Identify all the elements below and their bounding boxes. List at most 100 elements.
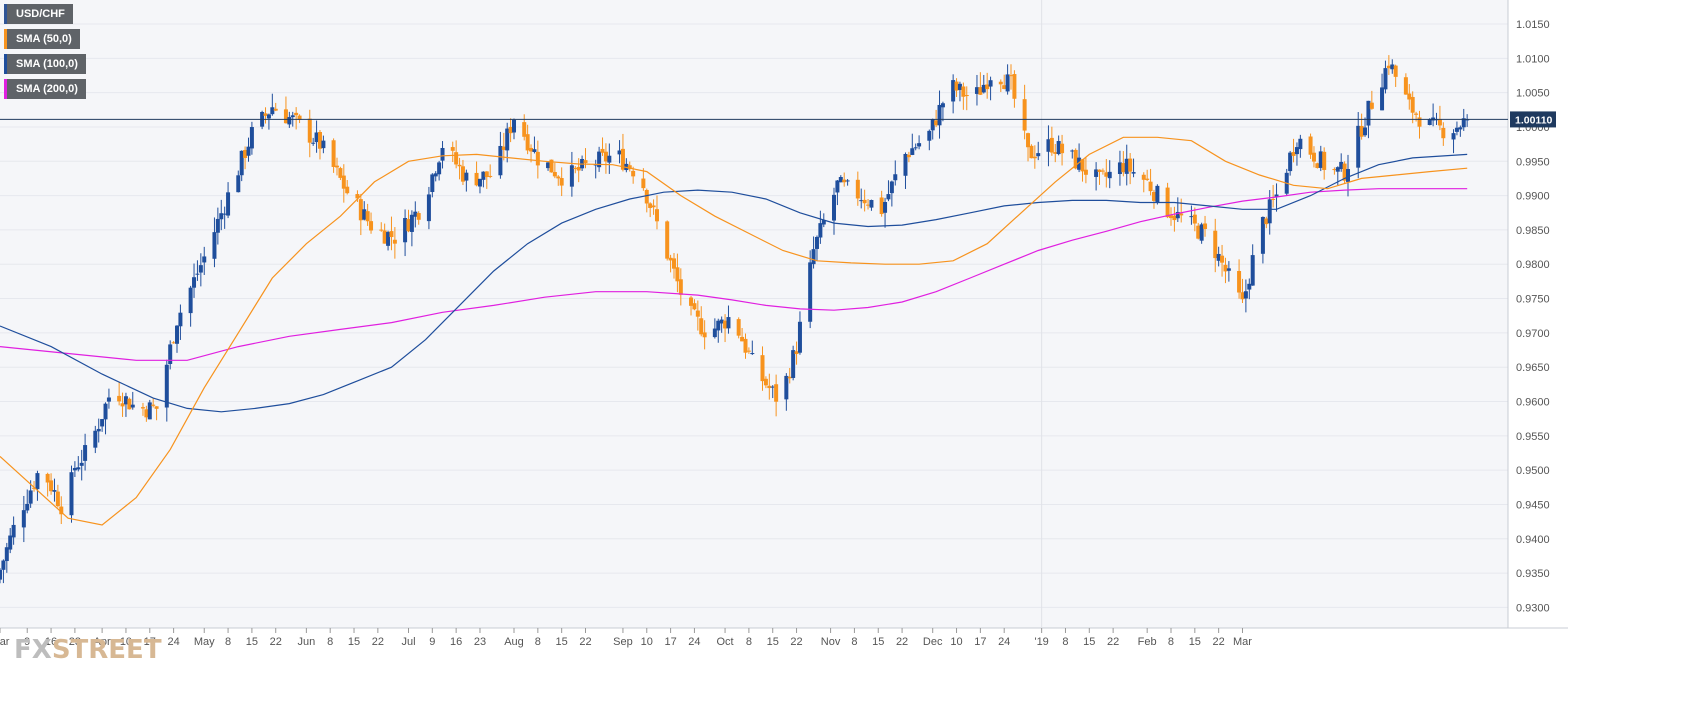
candle-body — [437, 162, 442, 175]
candle-body — [1175, 211, 1180, 219]
sma50-line — [0, 136, 1468, 526]
legend-swatch-sma50 — [4, 29, 7, 49]
candle-body — [743, 338, 748, 353]
candle-body — [906, 154, 911, 158]
candle-body — [362, 209, 367, 220]
candle-body — [961, 86, 966, 97]
candle-body — [151, 404, 156, 406]
candle-body — [529, 147, 534, 152]
candle-body — [723, 320, 728, 329]
candle-body — [484, 171, 489, 178]
x-tick-label: 22 — [896, 636, 908, 648]
x-tick-label: Nov — [821, 636, 841, 648]
candle-body — [1407, 93, 1412, 100]
y-tick-label: 0.9750 — [1516, 294, 1550, 306]
candle-body — [1437, 119, 1442, 126]
candle-body — [869, 200, 874, 208]
candle-body — [117, 395, 122, 402]
candle-body — [35, 473, 40, 490]
candle-body — [617, 150, 622, 155]
candle-body — [273, 108, 278, 111]
x-tick-label: Oct — [717, 636, 734, 648]
candle-body — [787, 376, 792, 379]
candle-body — [1240, 292, 1245, 300]
candle-body — [130, 404, 135, 408]
candle-body — [457, 164, 462, 167]
candle-body — [1100, 170, 1105, 172]
candle-body — [791, 350, 796, 378]
candle-body — [331, 140, 336, 167]
x-tick-label: May — [194, 636, 215, 648]
candle-body — [1427, 119, 1432, 126]
candle-body — [689, 297, 694, 306]
candle-body — [631, 170, 636, 177]
candle-body — [893, 174, 898, 181]
candle-body — [219, 213, 224, 220]
candle-body — [1060, 143, 1065, 154]
candle-body — [243, 149, 248, 158]
candle-body — [1192, 214, 1197, 224]
candle-body — [195, 273, 200, 275]
x-tick-label: 10 — [120, 636, 132, 648]
candle-body — [1121, 163, 1126, 173]
candle-body — [934, 120, 939, 126]
x-tick-label: 22 — [790, 636, 802, 648]
candle-body — [998, 81, 1003, 85]
candle-body — [474, 172, 479, 186]
legend-item-usdchf[interactable]: USD/CHF — [4, 4, 73, 24]
candle-body — [627, 165, 632, 170]
candle-body — [1332, 169, 1337, 171]
x-tick-label: 22 — [270, 636, 282, 648]
x-tick-label: Jul — [401, 636, 415, 648]
candle-body — [1046, 139, 1051, 152]
candle-body — [512, 119, 517, 133]
candle-body — [1356, 125, 1361, 168]
candle-body — [202, 256, 207, 263]
candle-body — [505, 128, 510, 151]
candle-body — [338, 168, 343, 178]
candle-body — [355, 194, 360, 199]
x-tick-label: Sep — [613, 636, 633, 648]
legend-item-sma100[interactable]: SMA (100,0) — [4, 54, 86, 74]
candle-body — [120, 403, 125, 407]
x-tick-label: 8 — [746, 636, 752, 648]
candle-body — [263, 113, 268, 116]
candle-body — [695, 310, 700, 317]
x-tick-label: 8 — [225, 636, 231, 648]
candle-body — [1308, 136, 1313, 155]
candle-body — [76, 467, 81, 470]
candle-body — [607, 155, 612, 163]
candle-body — [620, 148, 625, 170]
y-tick-label: 0.9400 — [1516, 534, 1550, 546]
candle-body — [501, 146, 506, 150]
legend-label-usdchf: USD/CHF — [16, 8, 65, 20]
candle-body — [1002, 85, 1007, 89]
candle-body — [1056, 141, 1061, 155]
candle-body — [365, 211, 370, 222]
candle-body — [1124, 158, 1129, 174]
x-tick-label: 23 — [69, 636, 81, 648]
x-tick-label: 16 — [450, 636, 462, 648]
candle-body — [1322, 151, 1327, 170]
candle-body — [1145, 178, 1150, 180]
x-tick-label: 24 — [998, 636, 1010, 648]
candle-body — [644, 189, 649, 204]
candle-body — [1417, 117, 1422, 127]
candle-body — [641, 178, 646, 189]
legend-item-sma200[interactable]: SMA (200,0) — [4, 79, 86, 99]
candle-body — [726, 317, 731, 329]
legend-item-sma50[interactable]: SMA (50,0) — [4, 29, 80, 49]
candle-body — [750, 353, 755, 355]
candle-body — [522, 122, 527, 137]
candle-body — [1029, 145, 1034, 159]
candle-body — [389, 231, 394, 238]
candle-body — [1390, 64, 1395, 70]
candle-body — [1168, 215, 1173, 219]
legend-label-sma200: SMA (200,0) — [16, 83, 78, 95]
candle-body — [450, 147, 455, 151]
candle-body — [314, 132, 319, 143]
candle-body — [433, 173, 438, 177]
candle-body — [845, 180, 850, 182]
candle-body — [651, 205, 656, 208]
candle-body — [460, 166, 465, 182]
